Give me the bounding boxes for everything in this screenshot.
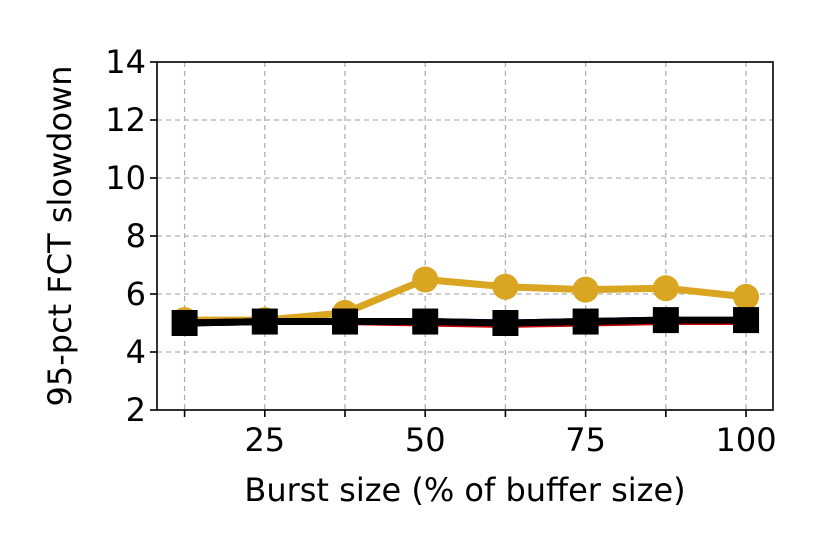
point-marker bbox=[572, 276, 599, 303]
y-tick-label: 12 bbox=[105, 101, 146, 139]
point-marker bbox=[492, 310, 519, 336]
y-tick-label: 14 bbox=[105, 43, 146, 81]
x-axis-label: Burst size (% of buffer size) bbox=[244, 471, 685, 509]
y-tick-label: 2 bbox=[126, 391, 146, 429]
y-tick-label: 6 bbox=[126, 275, 146, 313]
point-marker bbox=[332, 308, 359, 335]
plot-frame bbox=[156, 61, 774, 411]
point-marker bbox=[733, 283, 760, 310]
point-marker bbox=[171, 310, 198, 336]
point-marker bbox=[492, 273, 519, 300]
point-marker bbox=[412, 308, 439, 335]
point-marker bbox=[572, 308, 599, 335]
point-marker bbox=[412, 266, 439, 293]
x-tick-label: 100 bbox=[716, 421, 777, 459]
x-tick-label: 75 bbox=[565, 421, 606, 459]
y-tick-label: 8 bbox=[126, 217, 146, 255]
x-tick-label: 25 bbox=[244, 421, 285, 459]
y-tick-label: 10 bbox=[105, 159, 146, 197]
y-axis-label: 95-pct FCT slowdown bbox=[41, 65, 79, 406]
point-marker bbox=[652, 307, 679, 334]
point-marker bbox=[733, 307, 760, 334]
y-tick-label: 4 bbox=[126, 333, 146, 371]
series-line bbox=[184, 316, 747, 327]
x-tick-label: 50 bbox=[405, 421, 446, 459]
point-marker bbox=[652, 275, 679, 302]
point-marker bbox=[251, 308, 278, 335]
